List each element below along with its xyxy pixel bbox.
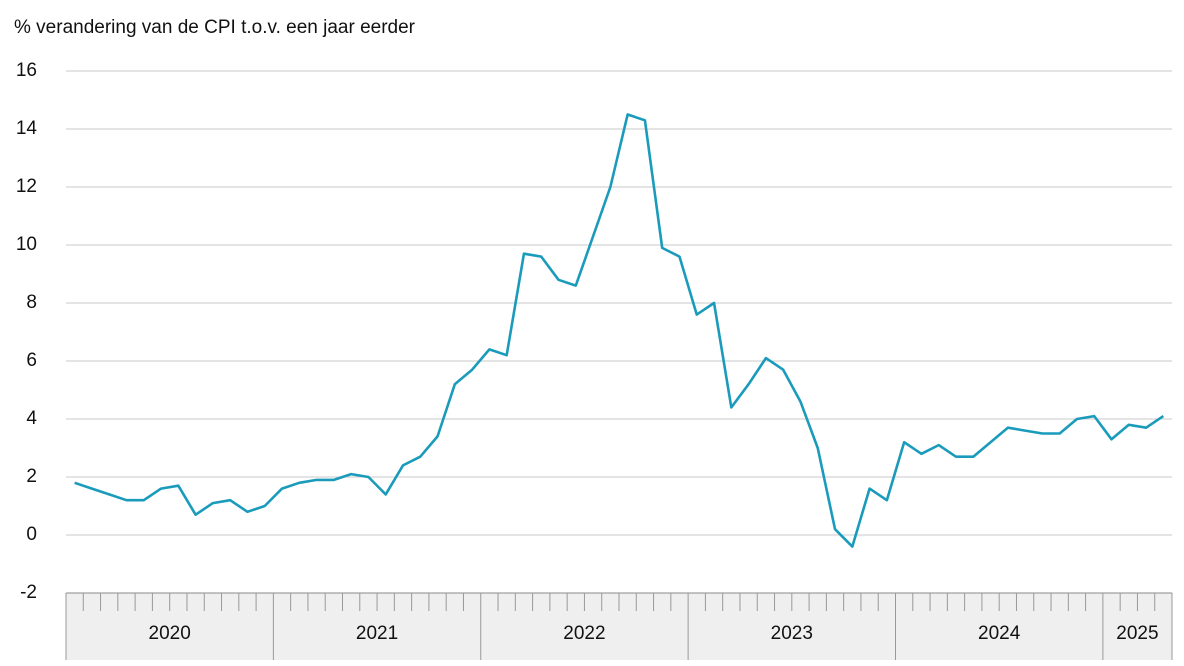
y-tick-label: 0 bbox=[26, 524, 37, 545]
y-tick-label: 8 bbox=[26, 292, 37, 313]
y-tick-label: 2 bbox=[26, 466, 37, 487]
x-tick-label: 2024 bbox=[978, 623, 1021, 644]
x-tick-label: 2021 bbox=[356, 623, 398, 644]
y-tick-label: 6 bbox=[26, 350, 37, 371]
data-line bbox=[74, 113, 1165, 548]
y-tick-label: 10 bbox=[16, 234, 37, 255]
x-tick-label: 2023 bbox=[771, 623, 813, 644]
x-tick-label: 2020 bbox=[149, 623, 191, 644]
x-tick-label: 2025 bbox=[1116, 623, 1158, 644]
y-tick-label: 16 bbox=[16, 60, 37, 81]
y-tick-label: 12 bbox=[16, 176, 37, 197]
x-tick-label: 2022 bbox=[563, 623, 605, 644]
y-tick-label: 4 bbox=[26, 408, 37, 429]
y-tick-label: -2 bbox=[20, 582, 37, 603]
chart-title: % verandering van de CPI t.o.v. een jaar… bbox=[14, 17, 416, 38]
y-tick-label: 14 bbox=[16, 118, 38, 139]
